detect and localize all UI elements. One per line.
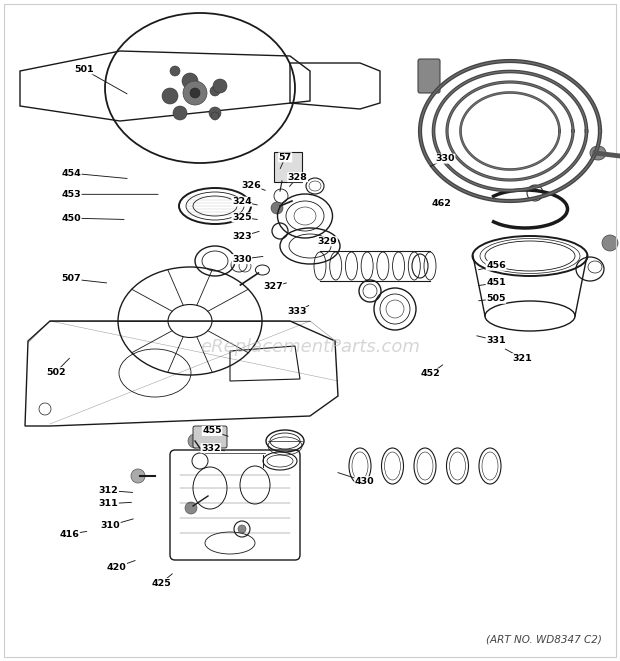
Ellipse shape <box>590 146 606 160</box>
Text: 453: 453 <box>61 190 81 199</box>
Text: 450: 450 <box>61 214 81 223</box>
Text: 327: 327 <box>263 282 283 292</box>
Text: 326: 326 <box>241 180 261 190</box>
Text: eReplacementParts.com: eReplacementParts.com <box>200 338 420 356</box>
Circle shape <box>188 434 202 448</box>
Circle shape <box>190 88 200 98</box>
Circle shape <box>183 81 207 105</box>
Circle shape <box>211 112 219 120</box>
Circle shape <box>173 106 187 120</box>
Circle shape <box>238 525 246 533</box>
Circle shape <box>210 86 220 96</box>
Text: 330: 330 <box>435 154 455 163</box>
Text: 507: 507 <box>61 274 81 284</box>
Text: 323: 323 <box>232 232 252 241</box>
Text: 332: 332 <box>201 444 221 453</box>
FancyBboxPatch shape <box>193 426 227 448</box>
Text: 324: 324 <box>232 197 252 206</box>
Text: 321: 321 <box>512 354 532 363</box>
Text: 311: 311 <box>99 499 118 508</box>
Text: 451: 451 <box>486 278 506 288</box>
Text: 454: 454 <box>61 169 81 178</box>
Text: 420: 420 <box>107 563 126 572</box>
Circle shape <box>213 79 227 93</box>
Text: 501: 501 <box>74 65 94 74</box>
Text: 330: 330 <box>232 254 252 264</box>
Text: (ART NO. WD8347 C2): (ART NO. WD8347 C2) <box>485 635 601 644</box>
Text: 505: 505 <box>486 294 506 303</box>
Text: 312: 312 <box>99 486 118 495</box>
Text: 333: 333 <box>288 307 308 317</box>
Text: 416: 416 <box>60 529 79 539</box>
FancyBboxPatch shape <box>274 152 302 182</box>
Circle shape <box>602 235 618 251</box>
Circle shape <box>131 469 145 483</box>
Text: 430: 430 <box>355 477 374 486</box>
Text: 455: 455 <box>202 426 222 436</box>
Text: 325: 325 <box>232 213 252 222</box>
Text: 57: 57 <box>278 153 292 162</box>
Text: 310: 310 <box>100 521 120 530</box>
Circle shape <box>185 502 197 514</box>
Circle shape <box>182 73 198 89</box>
Text: 331: 331 <box>486 336 506 345</box>
FancyBboxPatch shape <box>418 59 440 93</box>
Text: 462: 462 <box>432 199 451 208</box>
Circle shape <box>209 107 221 119</box>
Circle shape <box>170 66 180 76</box>
Circle shape <box>162 88 178 104</box>
Circle shape <box>271 202 283 214</box>
Text: 329: 329 <box>317 237 337 246</box>
Text: 328: 328 <box>288 173 308 182</box>
Text: 502: 502 <box>46 368 66 377</box>
Text: 456: 456 <box>486 261 506 270</box>
Text: 425: 425 <box>151 578 171 588</box>
Text: 452: 452 <box>421 369 441 378</box>
